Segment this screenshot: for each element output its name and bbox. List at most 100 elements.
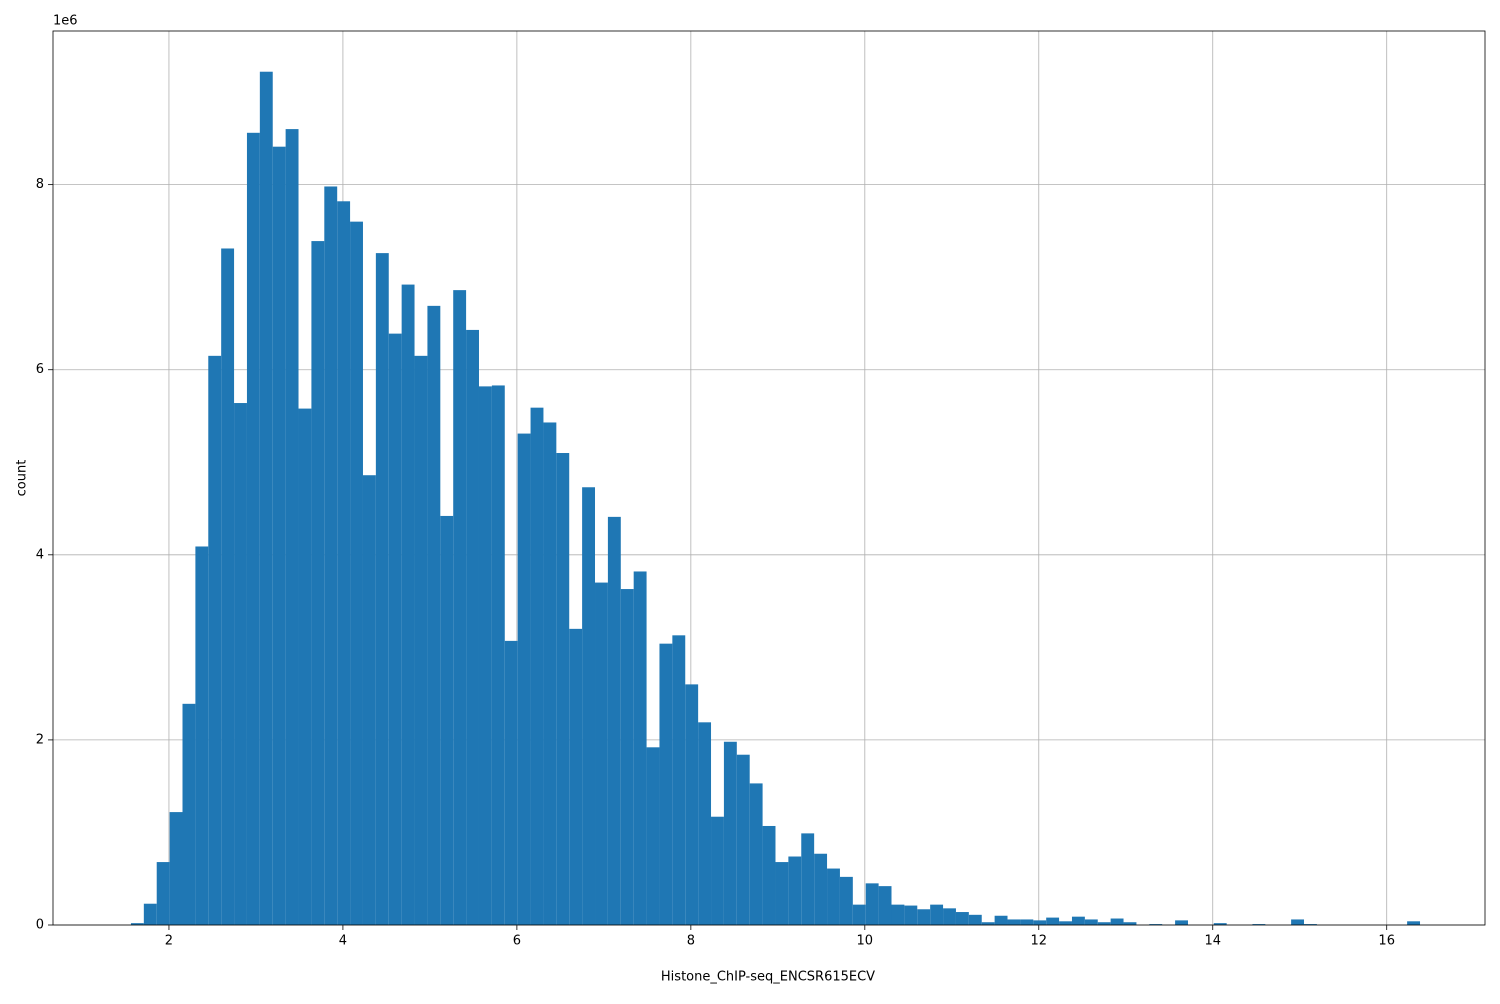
- x-tick-label: 4: [339, 934, 347, 949]
- bar: [943, 908, 956, 925]
- bar: [633, 571, 647, 925]
- bar: [466, 329, 479, 925]
- bar: [517, 433, 531, 925]
- bar: [762, 825, 776, 925]
- bar: [1291, 919, 1305, 925]
- bar: [852, 904, 866, 925]
- bar: [968, 914, 982, 925]
- x-axis-label: Histone_ChIP-seq_ENCSR615ECV: [661, 970, 875, 985]
- bar: [414, 355, 428, 925]
- bar: [401, 284, 415, 925]
- bar: [1304, 924, 1317, 925]
- bar: [543, 422, 557, 925]
- bar: [775, 862, 789, 925]
- bar: [736, 754, 750, 925]
- x-tick-label: 16: [1378, 934, 1395, 949]
- bar: [711, 816, 724, 925]
- bar: [156, 862, 170, 925]
- bar: [930, 904, 944, 925]
- bar: [1407, 921, 1421, 925]
- bar: [801, 833, 815, 925]
- bar: [1175, 920, 1188, 925]
- bar: [427, 305, 441, 925]
- bar: [723, 741, 737, 925]
- bar: [388, 333, 402, 925]
- bar: [272, 146, 286, 925]
- bar: [981, 922, 995, 925]
- x-tick-label: 14: [1204, 934, 1221, 949]
- bar: [375, 253, 389, 925]
- y-tick-label: 2: [36, 732, 44, 747]
- bar: [234, 403, 247, 926]
- bar: [1252, 924, 1266, 925]
- y-tick-label: 6: [36, 362, 44, 377]
- bar: [569, 628, 583, 925]
- bar: [1213, 923, 1227, 925]
- bar: [556, 453, 570, 925]
- bar: [1059, 921, 1072, 925]
- bar: [891, 904, 905, 925]
- bar: [478, 386, 492, 925]
- bar: [246, 132, 260, 925]
- bar: [865, 883, 879, 925]
- bar: [1007, 919, 1021, 925]
- bar: [955, 912, 969, 925]
- bar: [169, 812, 183, 925]
- x-tick-label: 2: [165, 934, 173, 949]
- bar: [788, 856, 802, 925]
- bar: [1033, 920, 1047, 925]
- bar: [337, 201, 351, 926]
- y-tick-label: 4: [36, 547, 44, 562]
- bar: [362, 475, 376, 925]
- bar: [646, 747, 660, 925]
- y-axis-label: count: [15, 460, 30, 497]
- bar: [1149, 924, 1163, 925]
- bar: [1020, 919, 1034, 925]
- bar: [904, 905, 918, 925]
- bar: [620, 589, 634, 925]
- bar: [659, 643, 673, 925]
- bar: [698, 722, 712, 925]
- bar: [143, 903, 157, 925]
- bar: [285, 129, 299, 926]
- bar: [491, 385, 505, 925]
- x-tick-label: 8: [687, 934, 695, 949]
- x-tick-label: 12: [1031, 934, 1048, 949]
- bar: [311, 241, 325, 925]
- bar: [878, 886, 892, 925]
- bar: [1123, 922, 1137, 925]
- bar: [130, 923, 144, 925]
- bar: [827, 868, 840, 925]
- bar: [221, 248, 235, 925]
- x-tick-label: 6: [513, 934, 521, 949]
- bar: [530, 407, 544, 926]
- bar: [595, 582, 608, 925]
- y-tick-label: 8: [36, 177, 44, 192]
- bar: [1046, 917, 1060, 925]
- bar: [350, 221, 363, 925]
- bar: [440, 515, 454, 925]
- y-offset-label: 1e6: [53, 14, 78, 29]
- bar: [685, 684, 699, 925]
- bar: [607, 516, 621, 925]
- bar: [1110, 918, 1124, 925]
- bar: [195, 546, 209, 925]
- bar: [453, 290, 467, 925]
- bar: [814, 853, 828, 925]
- x-tick-label: 10: [857, 934, 874, 949]
- bar: [582, 487, 596, 925]
- bar: [749, 783, 763, 925]
- bar: [1084, 919, 1098, 925]
- bar: [182, 703, 196, 925]
- bar: [504, 640, 518, 925]
- bar: [259, 71, 273, 925]
- bar: [324, 186, 338, 925]
- plot-frame: [52, 30, 1486, 926]
- bar: [298, 408, 312, 925]
- bar: [839, 876, 853, 925]
- bar: [917, 909, 931, 925]
- bar: [208, 355, 222, 925]
- bar: [1071, 916, 1085, 925]
- bar: [994, 915, 1008, 925]
